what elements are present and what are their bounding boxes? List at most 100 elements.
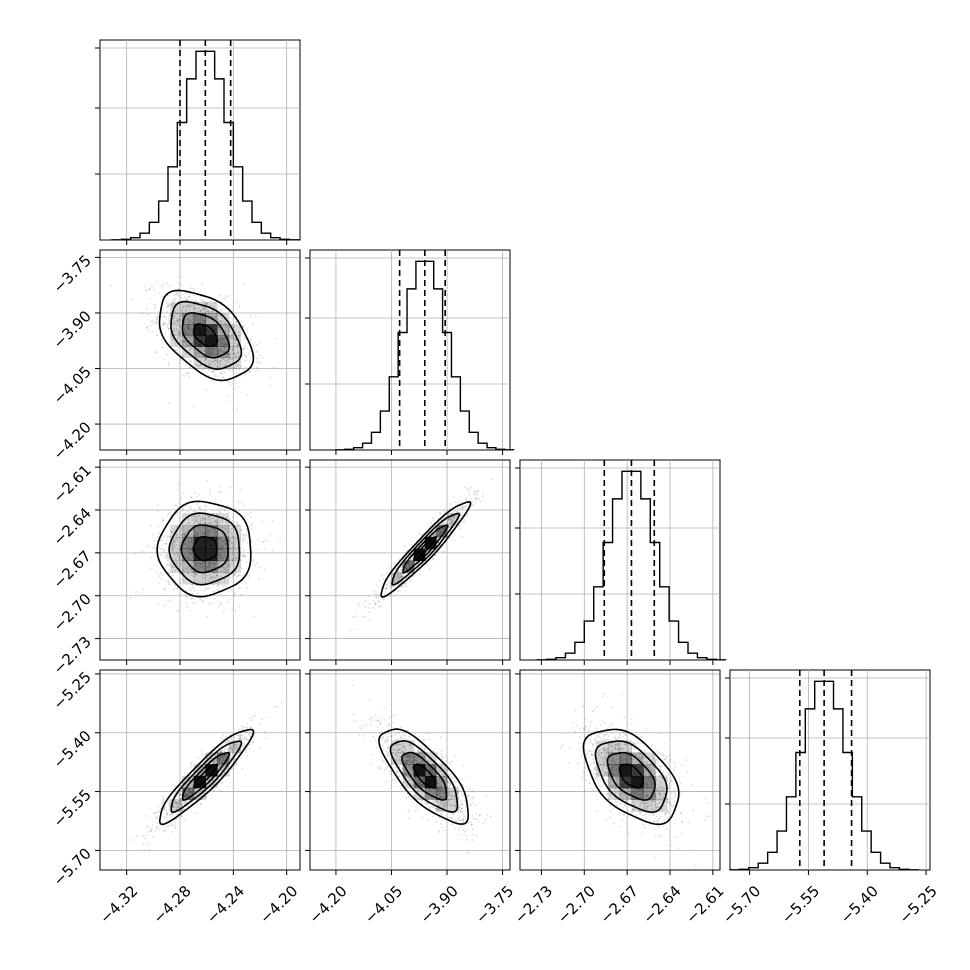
scatter-point (229, 383, 232, 385)
scatter-point (191, 560, 194, 563)
scatter-point (173, 538, 175, 541)
scatter-point (208, 518, 211, 521)
density-cell (391, 572, 404, 585)
scatter-point (216, 533, 219, 536)
scatter-point (195, 495, 198, 498)
scatter-point (173, 552, 176, 555)
scatter-point (220, 309, 222, 312)
scatter-point (221, 538, 224, 541)
scatter-point (221, 769, 223, 772)
scatter-point (190, 541, 193, 543)
scatter-point (223, 765, 226, 768)
scatter-point (190, 540, 193, 543)
scatter-point (221, 527, 224, 529)
scatter-point (224, 528, 227, 531)
scatter-point (388, 588, 391, 590)
scatter-point (155, 826, 158, 829)
scatter-point (201, 582, 204, 584)
scatter-point (243, 738, 246, 741)
scatter-point (454, 501, 456, 503)
scatter-point (221, 556, 224, 559)
scatter-point (237, 734, 240, 737)
scatter-point (231, 357, 234, 360)
scatter-point (261, 356, 264, 359)
scatter-point (186, 299, 188, 302)
scatter-point (214, 563, 217, 565)
scatter-point (231, 554, 234, 556)
scatter-point (209, 491, 212, 493)
scatter-point (390, 762, 393, 764)
scatter-point (164, 805, 167, 808)
scatter-point (201, 517, 204, 520)
scatter-point (225, 548, 228, 551)
scatter-point (233, 337, 235, 339)
scatter-point (182, 808, 185, 811)
scatter-point (178, 318, 181, 321)
scatter-point (228, 564, 231, 567)
scatter-point (173, 294, 176, 297)
scatter-point (432, 534, 435, 537)
scatter-point (188, 545, 190, 548)
scatter-point (171, 571, 174, 573)
scatter-point (368, 595, 370, 598)
scatter-point (471, 823, 473, 826)
scatter-point (222, 541, 225, 543)
scatter-point (240, 528, 243, 531)
scatter-point (163, 550, 166, 553)
scatter-point (175, 802, 178, 804)
scatter-point (396, 573, 399, 576)
scatter-point (233, 594, 236, 596)
scatter-point (142, 835, 145, 838)
scatter-point (362, 615, 365, 618)
scatter-point (203, 504, 206, 507)
scatter-point (459, 523, 461, 526)
density-cell (228, 346, 241, 358)
scatter-point (196, 562, 199, 564)
scatter-point (194, 561, 197, 563)
scatter-point (249, 726, 252, 728)
scatter-point (229, 329, 232, 331)
scatter-point (185, 372, 188, 375)
scatter-point (216, 530, 219, 533)
scatter-point (447, 792, 450, 795)
scatter-point (250, 540, 253, 543)
scatter-point (162, 519, 165, 522)
scatter-point (203, 522, 206, 525)
scatter-point (242, 535, 244, 538)
scatter-point (255, 562, 258, 564)
scatter-point (357, 602, 359, 605)
scatter-point (474, 490, 477, 492)
scatter-point (175, 801, 178, 804)
density-cell (217, 313, 230, 325)
density-cell (170, 313, 183, 325)
scatter-point (443, 509, 446, 511)
scatter-point (208, 564, 210, 567)
scatter-point (243, 282, 245, 285)
scatter-point (179, 312, 182, 315)
scatter-point (264, 548, 266, 550)
scatter-point (438, 809, 440, 811)
scatter-point (243, 735, 246, 737)
scatter-point (237, 343, 239, 346)
scatter-point (256, 369, 259, 372)
scatter-point (180, 798, 183, 800)
scatter-point (176, 563, 179, 565)
scatter-point (186, 344, 189, 347)
scatter-point (187, 557, 190, 560)
scatter-point (234, 557, 237, 559)
scatter-point (221, 520, 224, 523)
scatter-point (160, 295, 163, 298)
scatter-point (438, 830, 440, 832)
scatter-point (245, 731, 247, 734)
scatter-point (228, 518, 231, 521)
scatter-point (224, 539, 227, 541)
scatter-point (192, 565, 195, 568)
scatter-point (237, 575, 240, 577)
scatter-point (457, 501, 460, 504)
density-cell (170, 301, 183, 314)
scatter-point (167, 563, 169, 566)
scatter-point (189, 610, 191, 612)
scatter-point (228, 356, 231, 358)
scatter-point (229, 748, 232, 751)
scatter-point (471, 505, 473, 508)
